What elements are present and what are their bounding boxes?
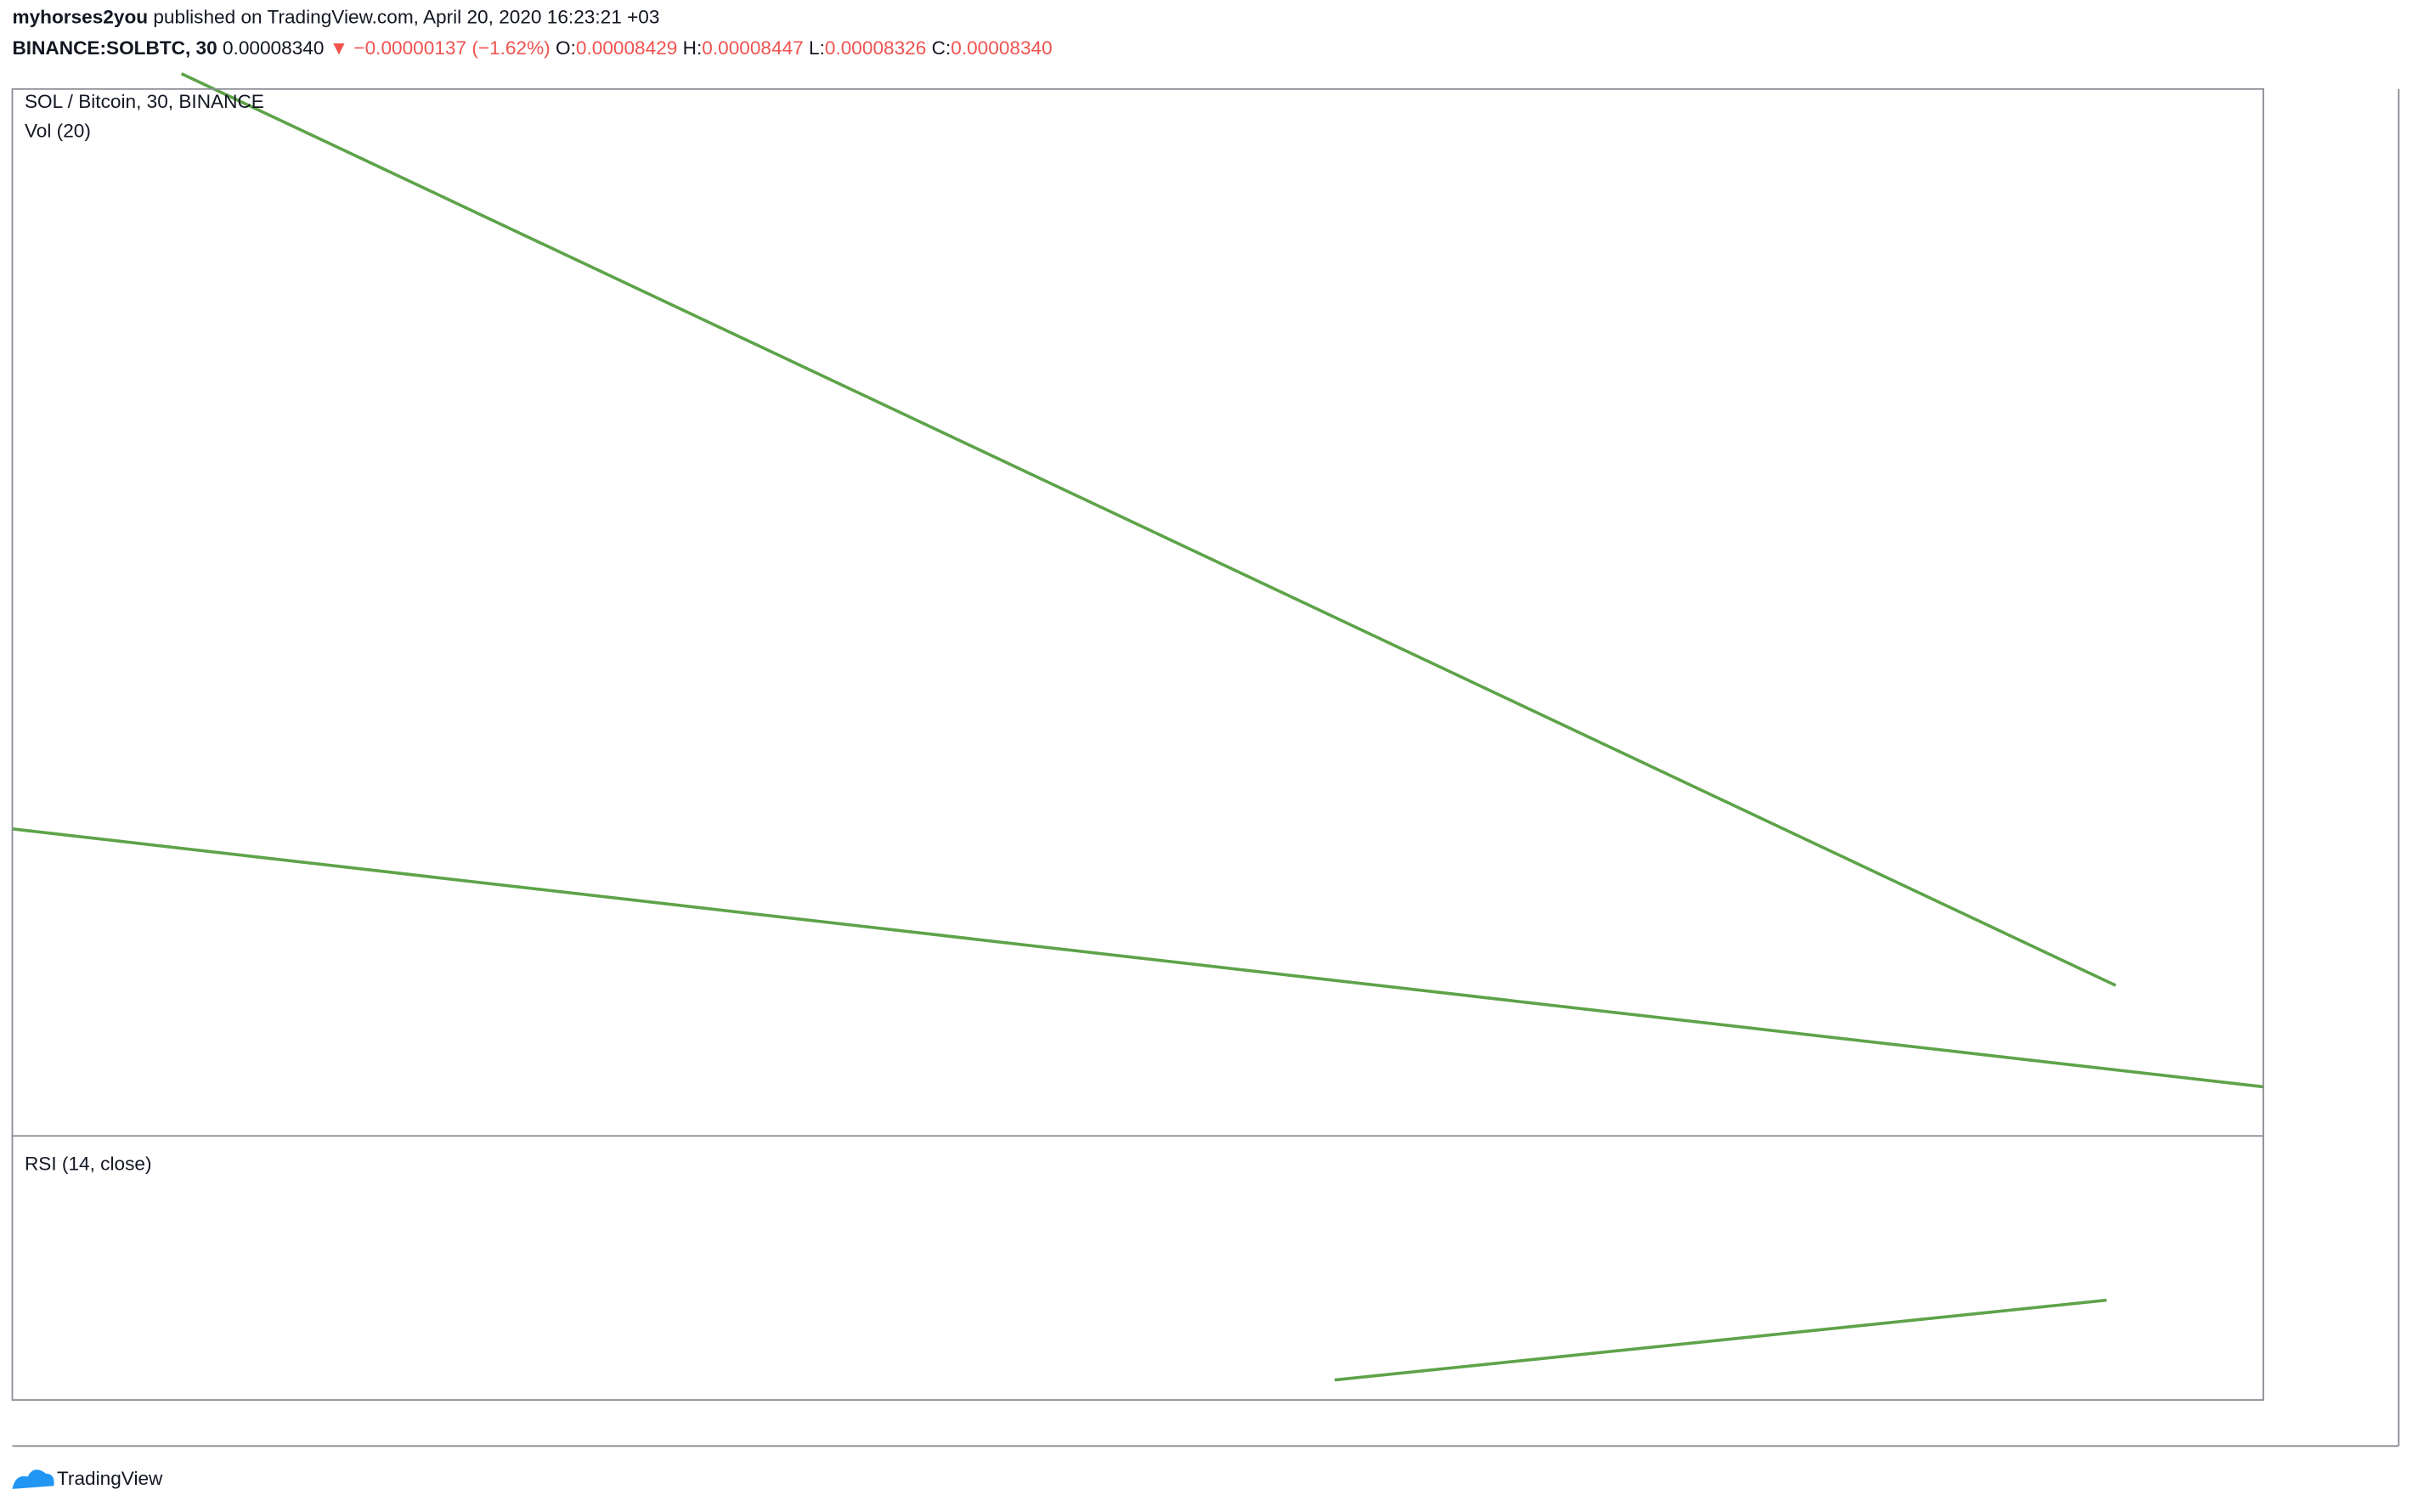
ohlc-value: 0.00008340 [951,37,1052,59]
volume-title: Vol (20) [25,120,91,141]
ohlc-key: H: [683,37,703,59]
ohlc-value: 0.00008326 [825,37,926,59]
trendline [1334,1298,2107,1382]
last: 0.00008340 [223,37,324,59]
ohlc-key: C: [932,37,951,59]
change: ▼ −0.00000137 (−1.62%) [330,37,551,59]
ohlc-value: 0.00008447 [702,37,803,59]
ohlc-value: 0.00008429 [576,37,677,59]
header-line-2: BINANCE:SOLBTC, 30 0.00008340 ▼ −0.00000… [12,37,1052,59]
header-line-1: myhorses2you published on TradingView.co… [12,7,659,28]
logo-text: TradingView [57,1468,163,1489]
ohlc-key: O: [556,37,576,59]
publisher: myhorses2you [12,7,148,28]
logo: TradingView [12,1468,163,1489]
pane-title: SOL / Bitcoin, 30, BINANCE [25,91,264,112]
trendline [180,72,2117,987]
rsi-title: RSI (14, close) [25,1154,152,1175]
trendline [12,827,2264,1089]
ohlc-key: L: [809,37,825,59]
published: published on TradingView.com, April 20, … [153,7,659,28]
symbol: BINANCE:SOLBTC, 30 [12,37,217,59]
logo-icon [12,1470,54,1489]
pane-border [11,87,2265,1401]
